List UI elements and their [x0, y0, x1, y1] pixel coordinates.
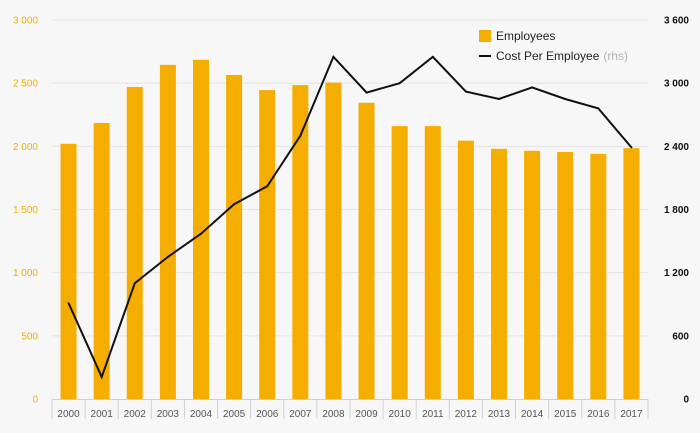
x-axis-tick-label: 2006 — [256, 409, 279, 420]
cost-per-employee-point — [431, 55, 434, 58]
left-axis-tick-label: 0 — [32, 395, 38, 406]
x-axis-tick-label: 2009 — [355, 409, 378, 420]
cost-per-employee-point — [133, 282, 136, 285]
cost-per-employee-line-group — [67, 54, 633, 380]
axes: 0 500 1 000 1 500 2 000 2 500 3 000 0 600 1 200 1 … — [13, 16, 689, 421]
left-axis-tick-label: 1 500 — [13, 205, 38, 216]
x-axis-tick-label: 2004 — [190, 409, 213, 420]
employees-bar — [325, 82, 342, 399]
cost-per-employee-point — [332, 55, 335, 58]
x-axis-tick-label: 2015 — [554, 409, 577, 420]
legend-cost-per-employee-label: Cost Per Employee (rhs) — [496, 49, 628, 63]
x-axis-tick-label: 2014 — [521, 409, 544, 420]
right-axis-tick-label: 2 400 — [664, 142, 689, 153]
left-axis-tick-label: 2 000 — [13, 142, 38, 153]
employees-bar — [292, 85, 309, 399]
cost-per-employee-point — [597, 107, 600, 110]
legend-rhs-suffix: (rhs) — [603, 49, 628, 63]
left-axis-tick-label: 2 500 — [13, 79, 38, 90]
legend: Employees Cost Per Employee (rhs) — [479, 29, 628, 63]
left-axis-tick-label: 1 000 — [13, 268, 38, 279]
cost-per-employee-point — [266, 185, 269, 188]
x-axis-tick-label: 2002 — [124, 409, 147, 420]
employees-bar — [457, 140, 474, 400]
cost-per-employee-point — [498, 97, 500, 100]
cost-per-employee-point — [564, 97, 567, 100]
cost-per-employee-point — [464, 90, 467, 93]
employees-bar — [126, 86, 143, 399]
x-axis-tick-label: 2012 — [455, 409, 478, 420]
cost-per-employee-point — [200, 232, 202, 235]
cost-per-employee-point — [531, 86, 534, 89]
employees-bar — [193, 59, 209, 400]
cost-per-employee-point — [67, 302, 70, 305]
employees-bar — [93, 122, 110, 399]
cost-per-employee-point — [365, 91, 368, 94]
cost-per-employee-point — [166, 255, 169, 258]
x-axis-tick-label: 2011 — [422, 409, 444, 420]
cost-per-employee-point — [630, 146, 633, 149]
employees-bar — [391, 126, 408, 400]
x-axis-tick-label: 2005 — [223, 409, 246, 420]
employees-bars — [60, 59, 640, 400]
employees-bar — [557, 152, 574, 399]
employees-bar — [159, 64, 176, 400]
x-axis-tick-label: 2016 — [587, 409, 610, 420]
right-axis-tick-label: 1 800 — [664, 205, 689, 216]
employees-bar — [491, 148, 507, 399]
cost-per-employee-point — [233, 203, 236, 206]
cost-per-employee-point — [299, 134, 302, 137]
employees-bar — [623, 148, 640, 399]
employees-bar — [524, 150, 541, 399]
x-axis-tick-label: 2000 — [57, 409, 80, 420]
cost-per-employee-point — [398, 82, 401, 85]
x-axis-tick-label: 2010 — [389, 409, 412, 420]
right-axis-tick-label: 600 — [672, 331, 689, 342]
employees-bar — [424, 126, 441, 400]
employees-bar — [60, 143, 77, 399]
x-axis-tick-label: 2013 — [488, 409, 511, 420]
x-axis-tick-label: 2017 — [620, 409, 643, 420]
cost-per-employee-line — [67, 54, 633, 380]
x-axis-tick-label: 2003 — [157, 409, 180, 420]
employees-bar — [226, 74, 243, 399]
cost-per-employee-point — [100, 375, 103, 378]
x-axis-tick-label: 2007 — [289, 409, 312, 420]
employees-bar — [358, 102, 375, 399]
right-axis-tick-label: 3 600 — [664, 16, 689, 27]
legend-cost-per-employee-name: Cost Per Employee — [496, 49, 600, 63]
left-axis-tick-label: 500 — [21, 331, 38, 342]
right-axis-tick-label: 0 — [683, 395, 689, 406]
employees-bar — [590, 153, 607, 399]
gridlines — [52, 19, 648, 337]
x-axis-tick-label: 2001 — [91, 409, 114, 420]
left-axis-tick-label: 3 000 — [13, 16, 38, 27]
legend-employees-label: Employees — [496, 29, 555, 43]
x-axis-tick-label: 2008 — [322, 409, 345, 420]
employees-bar — [259, 90, 276, 400]
right-axis-tick-label: 3 000 — [664, 79, 689, 90]
right-axis-tick-label: 1 200 — [664, 268, 689, 279]
legend-employees-swatch — [479, 30, 491, 42]
